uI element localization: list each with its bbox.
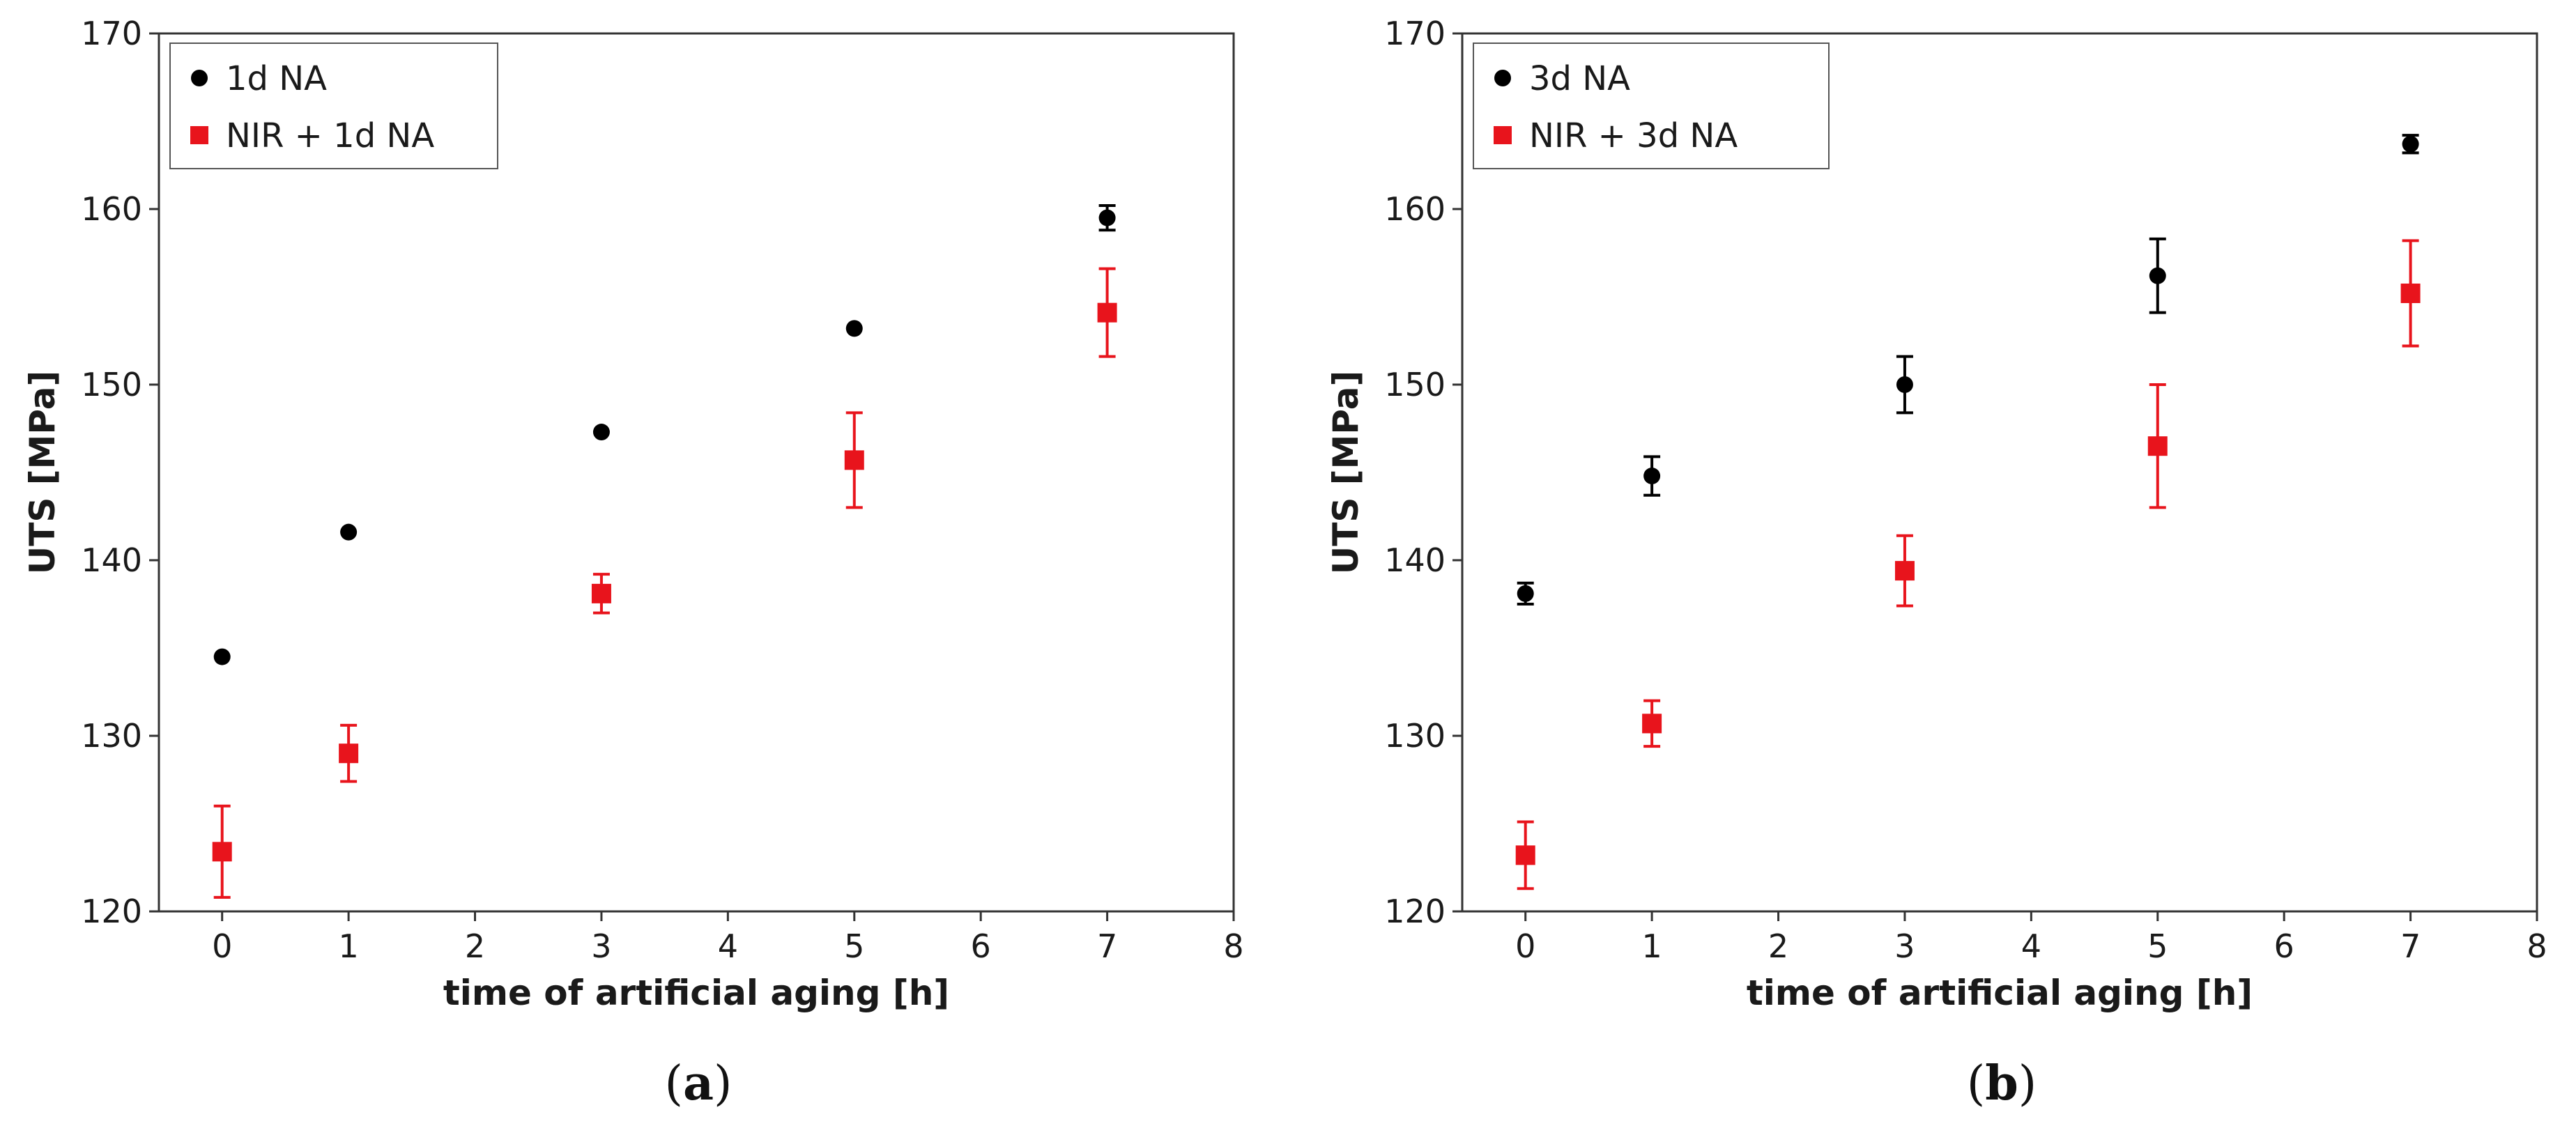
x-axis-title: time of artificial aging [h] — [1747, 973, 2253, 1013]
panel-label-letter: b — [1985, 1056, 2018, 1111]
x-tick-label: 4 — [718, 927, 738, 965]
panel-label-close: ) — [714, 1056, 733, 1111]
data-point-circle — [213, 648, 231, 665]
data-point-square — [2400, 283, 2421, 303]
data-point-circle — [592, 424, 610, 441]
data-point-square — [212, 842, 232, 862]
legend-box — [169, 43, 498, 169]
data-point-circle — [1517, 585, 1534, 602]
y-axis-title: UTS [MPa] — [22, 371, 63, 575]
panel-label: (a) — [664, 1056, 732, 1111]
x-tick-label: 1 — [1641, 927, 1662, 965]
legend: 1d NA NIR + 1d NA — [169, 43, 498, 169]
x-tick-label: 5 — [844, 927, 864, 965]
chart-panel-a: 0 1 2 3 4 5 6 7 8 120 130 140 150 160 170 time of artif… — [22, 15, 1244, 1111]
y-tick-label: 160 — [81, 190, 142, 228]
y-tick-label: 150 — [81, 366, 142, 403]
legend-label: 3d NA — [1529, 59, 1630, 98]
y-tick-label: 130 — [1384, 717, 1446, 755]
y-axis-title: UTS [MPa] — [1326, 371, 1366, 575]
legend-marker-square — [190, 126, 208, 144]
x-tick-label: 6 — [971, 927, 991, 965]
y-tick-label: 140 — [81, 541, 142, 579]
data-point-square — [844, 450, 864, 470]
x-tick-label: 7 — [1097, 927, 1117, 965]
x-tick-label: 0 — [212, 927, 232, 965]
data-point-circle — [2402, 135, 2419, 153]
data-point-square — [339, 743, 359, 764]
series-square-1 — [212, 267, 1117, 899]
plot-frame — [1461, 32, 2538, 913]
data-point-circle — [1896, 376, 1913, 393]
data-point-square — [1894, 561, 1915, 581]
y-tick-label: 150 — [1384, 366, 1446, 403]
x-tick-label: 5 — [2147, 927, 2168, 965]
legend-box — [1473, 43, 1830, 169]
chart-panel-b: 0 1 2 3 4 5 6 7 8 120 130 140 150 160 170 time of artif… — [1326, 15, 2547, 1111]
x-tick-label: 7 — [2400, 927, 2421, 965]
data-point-square — [2147, 436, 2168, 456]
legend: 3d NA NIR + 3d NA — [1473, 43, 1830, 169]
data-point-circle — [1643, 468, 1661, 485]
y-tick-label: 140 — [1384, 541, 1446, 579]
y-tick-label: 120 — [1384, 893, 1446, 930]
x-tick-label: 3 — [1894, 927, 1915, 965]
panel-label-open: ( — [664, 1056, 683, 1111]
panel-label-letter: a — [683, 1056, 714, 1111]
y-tick-label: 170 — [81, 15, 142, 52]
data-point-circle — [340, 523, 358, 541]
panel-label: (b) — [1967, 1056, 2037, 1111]
data-point-circle — [2149, 267, 2166, 284]
series-circle-0 — [1517, 134, 2419, 606]
legend-label: 1d NA — [226, 59, 327, 98]
panel-label-open: ( — [1967, 1056, 1986, 1111]
data-point-square — [1515, 845, 1535, 865]
y-tick-label: 160 — [1384, 190, 1446, 228]
x-tick-label: 2 — [1768, 927, 1788, 965]
panel-label-close: ) — [2018, 1056, 2037, 1111]
x-tick-label: 8 — [1223, 927, 1243, 965]
data-point-square — [1097, 302, 1117, 323]
x-tick-label: 8 — [2527, 927, 2547, 965]
x-tick-label: 2 — [465, 927, 485, 965]
data-point-square — [1642, 714, 1662, 734]
data-point-circle — [845, 320, 863, 337]
data-point-square — [591, 583, 611, 603]
x-tick-label: 1 — [338, 927, 358, 965]
y-tick-label: 130 — [81, 717, 142, 755]
legend-marker-square — [1494, 126, 1512, 144]
y-tick-label: 170 — [1384, 15, 1446, 52]
plot-frame — [158, 32, 1235, 913]
x-tick-label: 4 — [2021, 927, 2041, 965]
legend-label: NIR + 1d NA — [226, 116, 434, 155]
data-point-circle — [1098, 209, 1116, 226]
legend-marker-circle — [191, 70, 208, 86]
series-square-1 — [1515, 239, 2421, 890]
x-axis-title: time of artificial aging [h] — [443, 973, 949, 1013]
legend-label: NIR + 3d NA — [1529, 116, 1738, 155]
legend-marker-circle — [1494, 70, 1511, 86]
y-tick-label: 120 — [81, 893, 142, 930]
x-tick-label: 3 — [591, 927, 611, 965]
x-tick-label: 6 — [2274, 927, 2294, 965]
x-tick-label: 0 — [1515, 927, 1535, 965]
series-circle-0 — [213, 203, 1116, 665]
